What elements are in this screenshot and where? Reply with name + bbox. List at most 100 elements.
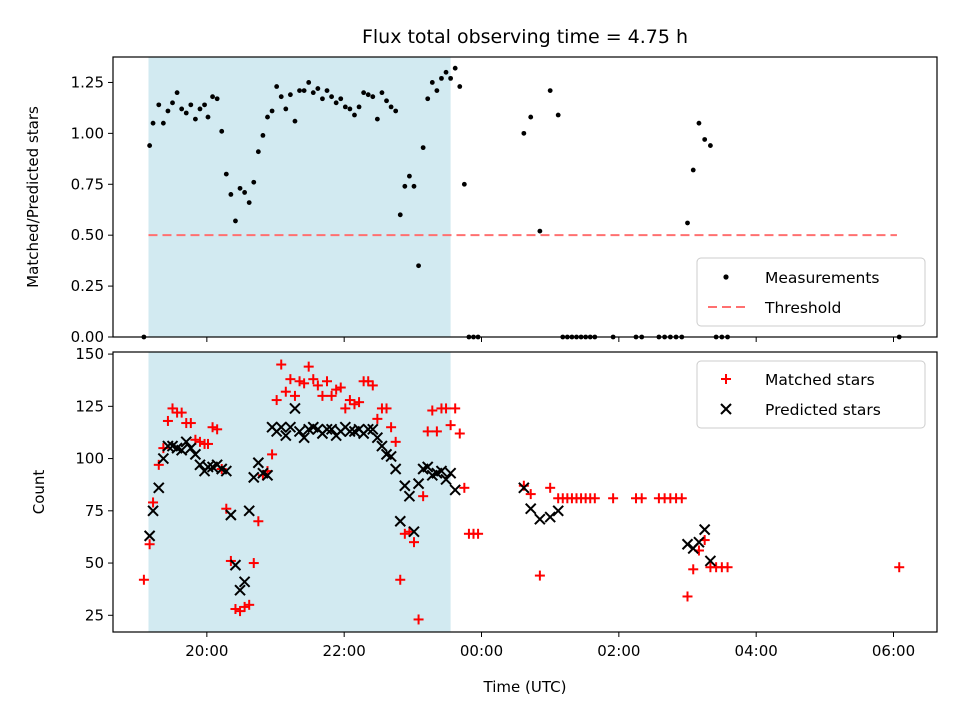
predicted-star-point [248, 471, 260, 484]
matched-star-point [148, 497, 159, 508]
predicted-star-point [693, 536, 705, 548]
matched-star-point [212, 424, 223, 435]
predicted-star-marker-b [153, 482, 165, 494]
measurement-point [269, 108, 275, 114]
measurement-point [457, 84, 463, 89]
legend-predicted-marker [720, 403, 732, 415]
predicted-star-point [376, 440, 388, 452]
predicted-star-marker-b [444, 467, 457, 479]
measurement-point [219, 128, 225, 134]
measurement-point [320, 96, 325, 102]
bottom-axes-frame [112, 351, 938, 633]
predicted-star-point [153, 482, 165, 494]
predicted-star-point [289, 402, 301, 415]
matched-star-point [381, 403, 392, 414]
predicted-star-marker-b [275, 421, 287, 433]
predicted-star-marker-b [147, 505, 159, 517]
matched-stars-points [138, 359, 905, 625]
bottom-y-ticks: 25 50 75 100 125 150 [75, 345, 113, 624]
measurement-point [429, 80, 435, 85]
legend-matched-marker [721, 374, 731, 384]
bottom-y-tick-label: 100 [75, 450, 104, 468]
predicted-star-point [162, 440, 174, 452]
bottom-x-axis-label: Time (UTC) [483, 678, 567, 696]
matched-star-point [722, 562, 733, 573]
measurement-point [384, 98, 389, 104]
predicted-star-point [399, 480, 411, 492]
measurement-point [297, 88, 302, 93]
predicted-star-marker-b [449, 484, 461, 496]
predicted-star-marker-b [162, 440, 174, 452]
measurement-point [260, 133, 266, 138]
predicted-star-marker-b [202, 461, 214, 473]
measurement-point [547, 88, 553, 93]
predicted-star-marker-b [435, 465, 448, 477]
measurement-point [402, 183, 408, 189]
measurement-point [342, 104, 348, 110]
predicted-star-marker-b [408, 525, 420, 538]
legend-threshold-label: Threshold [764, 299, 841, 317]
measurement-point [365, 92, 371, 98]
predicted-star-point [435, 465, 448, 477]
predicted-star-marker-b [525, 503, 537, 515]
matched-star-point [441, 403, 452, 414]
matched-star-point [450, 403, 461, 414]
matched-star-point [312, 380, 323, 391]
matched-star-point [207, 422, 218, 433]
measurement-point [461, 181, 467, 187]
matched-star-point [636, 493, 647, 504]
measurement-point [274, 84, 280, 89]
matched-star-point [276, 359, 287, 370]
matched-star-point [303, 361, 314, 372]
matched-star-point [682, 591, 693, 602]
measurement-point [188, 102, 194, 108]
predicted-star-point [185, 442, 197, 454]
measurement-point [315, 86, 321, 91]
measurement-point [255, 149, 261, 155]
bottom-y-axis-label: Count [30, 470, 48, 515]
matched-star-point [349, 399, 360, 410]
matched-star-point [367, 380, 378, 391]
legend-measurements-label: Measurements [765, 269, 880, 287]
predicted-star-point [284, 421, 297, 433]
predicted-star-marker-b [380, 448, 393, 461]
measurement-point [452, 65, 458, 71]
measurement-point [356, 104, 362, 110]
predicted-star-point [298, 431, 310, 444]
top-x-ticks [206, 337, 895, 342]
measurement-point [202, 102, 207, 108]
measurement-point [283, 106, 289, 112]
measurement-point [278, 94, 284, 100]
predicted-star-marker-b [693, 536, 705, 548]
matched-star-point [294, 376, 305, 387]
bottom-y-tick-label: 75 [85, 502, 104, 520]
bottom-x-tick-label: 22:00 [323, 642, 366, 660]
matched-star-point [335, 382, 346, 393]
predicted-star-point [408, 525, 420, 538]
predicted-star-point [444, 467, 457, 479]
chart-title: Flux total observing time = 4.75 h [362, 26, 688, 48]
measurement-point [174, 90, 180, 96]
predicted-star-point [202, 461, 214, 473]
measurement-point [287, 92, 293, 98]
matched-star-point [608, 493, 619, 504]
predicted-star-marker-b [321, 423, 333, 436]
measurement-point [165, 108, 171, 114]
bottom-y-tick-label: 150 [75, 345, 104, 363]
matched-star-point [431, 426, 442, 437]
predicted-star-point [243, 505, 255, 517]
predicted-star-marker-b [229, 559, 242, 571]
measurement-point [210, 94, 215, 100]
predicted-star-marker-b [252, 457, 265, 469]
matched-star-point [317, 390, 328, 401]
predicted-star-point [371, 431, 384, 444]
predicted-star-point [175, 444, 188, 456]
matched-star-point [271, 395, 282, 406]
measurement-point [156, 102, 162, 108]
measurement-point [214, 96, 220, 102]
predicted-star-point [534, 513, 546, 525]
predicted-star-marker-b [243, 505, 255, 517]
matched-star-point [894, 562, 905, 573]
predicted-star-point [394, 515, 406, 527]
predicted-star-marker-b [362, 423, 374, 436]
